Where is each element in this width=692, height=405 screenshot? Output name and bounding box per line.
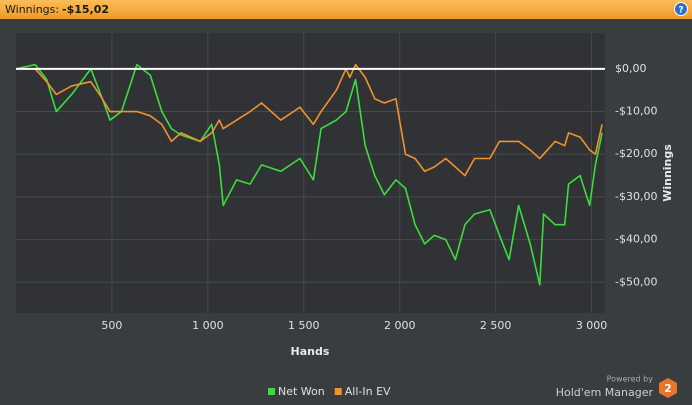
- series-line: [15, 63, 603, 286]
- legend-label: Net Won: [278, 385, 325, 398]
- brand-name: Hold'em Manager: [556, 386, 654, 399]
- y-tick-label: -$20,00: [615, 147, 657, 160]
- y-axis-title: Winnings: [661, 144, 674, 202]
- x-tick-label: 3 000: [576, 319, 608, 332]
- y-tick-label: -$50,00: [615, 275, 657, 288]
- legend-swatch: [268, 388, 275, 395]
- y-tick-label: -$30,00: [615, 190, 657, 203]
- plot-area: [16, 33, 605, 313]
- y-tick-label: -$10,00: [615, 105, 657, 118]
- x-tick-label: 2 500: [480, 319, 512, 332]
- header-total: -$15,02: [62, 3, 109, 16]
- series-line: [16, 63, 603, 177]
- x-axis-title: Hands: [291, 345, 330, 358]
- brand-version: 2: [664, 382, 672, 395]
- x-tick-label: 1 500: [288, 319, 320, 332]
- legend-label: All-In EV: [345, 385, 391, 398]
- y-tick-label: -$40,00: [615, 233, 657, 246]
- x-tick-label: 1 000: [192, 319, 224, 332]
- y-tick-label: $0,00: [615, 62, 647, 75]
- brand-logo: [659, 378, 677, 398]
- x-tick-label: 500: [101, 319, 122, 332]
- header-bar: [0, 0, 692, 19]
- legend-swatch: [334, 388, 342, 395]
- x-tick-label: 2 000: [384, 319, 416, 332]
- help-icon-glyph: ?: [678, 6, 683, 16]
- powered-by: Powered by: [607, 375, 654, 384]
- header-title: Winnings:: [5, 3, 59, 16]
- help-icon[interactable]: [674, 2, 688, 16]
